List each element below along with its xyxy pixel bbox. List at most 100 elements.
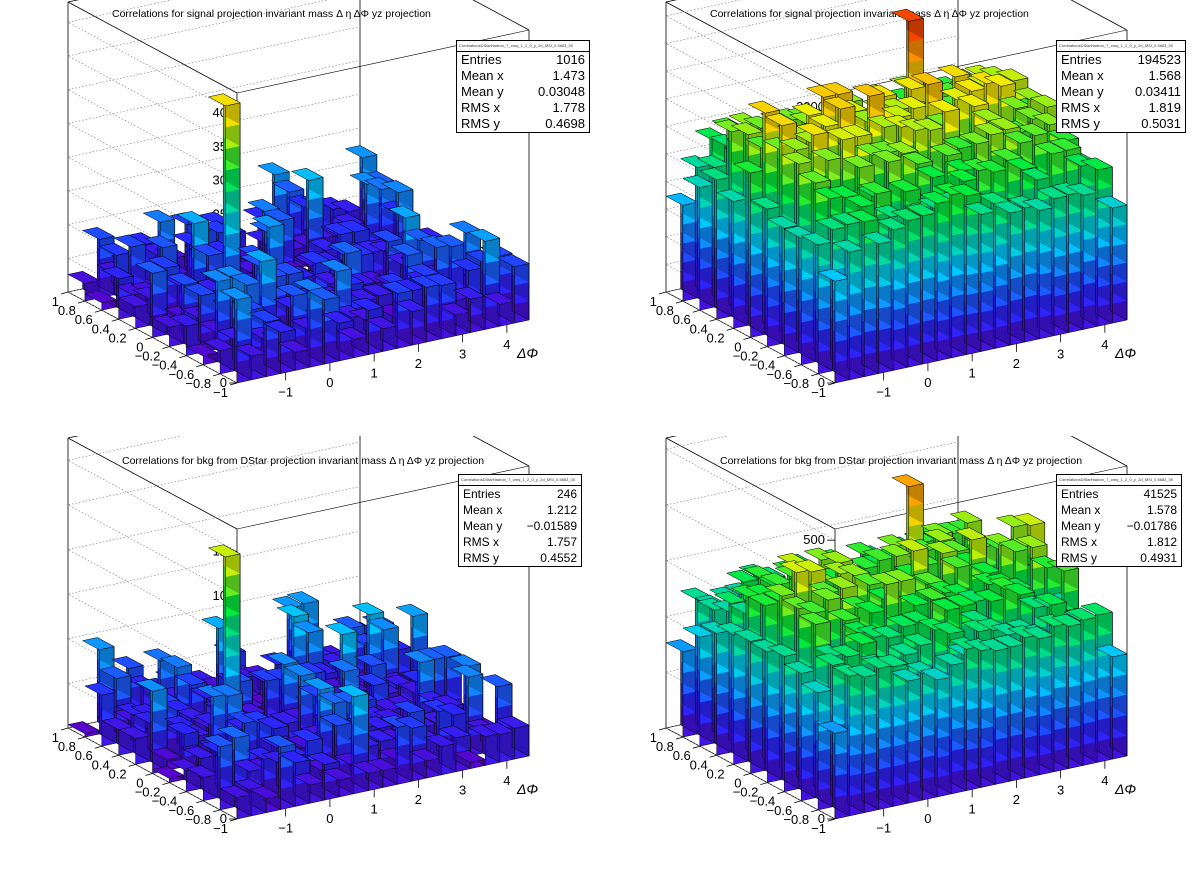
stats-value: −0.01786	[1126, 519, 1177, 533]
y-tick-label: 0	[136, 340, 143, 355]
lego-bar	[934, 652, 968, 795]
plot-title: Correlations for bkg from DStar projecti…	[122, 455, 485, 467]
lego-bar	[1065, 182, 1099, 330]
lego-bar	[948, 636, 982, 791]
lego-bar	[1007, 625, 1041, 779]
lego-plot: 0200400600800100012001400160018002000−10…	[650, 0, 1136, 400]
lego-bar	[846, 664, 880, 814]
pad-1: Correlations for signal projection invar…	[598, 0, 1196, 436]
stats-row: RMS y 0.5031	[1057, 116, 1185, 132]
lego-bars	[665, 8, 1128, 384]
x-tick-label: 4	[503, 337, 510, 352]
lego-bar	[817, 720, 851, 820]
lego-bar	[1094, 195, 1128, 324]
lego-bar	[919, 667, 953, 798]
stats-body: Entries 194523 Mean x 1.568 Mean y 0.03411 RMS…	[1057, 52, 1185, 132]
stats-key: Mean x	[463, 503, 503, 517]
stats-value: 0.4698	[545, 116, 585, 131]
z-gridline	[66, 0, 238, 114]
stats-value: 246	[556, 487, 577, 501]
pad-3: Correlations for bkg from DStar projecti…	[598, 436, 1196, 872]
lego-bar	[682, 624, 716, 747]
x-tick-label: 1	[371, 801, 378, 816]
z-gridline	[66, 530, 361, 686]
stats-key: RMS y	[461, 116, 500, 131]
lego-bar	[732, 628, 766, 774]
stats-row: Mean x 1.578	[1057, 502, 1181, 518]
stats-header: CorrelationsDStarHadron_7_creq_1_2_0_y_2…	[457, 41, 589, 52]
y-tick-label: 0	[136, 776, 143, 791]
stats-value: 1.778	[552, 100, 585, 115]
x-tick-label: −1	[876, 385, 891, 400]
z-gridline	[664, 0, 869, 135]
y-tick-label: −0.4	[152, 794, 178, 809]
stats-box: CorrelationsDStarHadron_7_creq_1_2_0_y_2…	[456, 40, 590, 133]
lego-bar	[438, 302, 472, 337]
x-tick-label: 4	[503, 773, 510, 788]
z-gridline	[66, 441, 361, 597]
z-tick-label: 0	[220, 375, 227, 390]
stats-row: Mean y −0.01786	[1057, 518, 1181, 534]
lego-bar	[482, 721, 516, 763]
lego-bar	[248, 785, 282, 814]
stats-row: Mean x 1.568	[1057, 68, 1185, 84]
y-tick-label: −0.2	[733, 785, 759, 800]
lego-bar	[992, 200, 1026, 346]
stats-key: RMS y	[1061, 551, 1097, 565]
stats-value: 1.812	[1146, 535, 1177, 549]
lego-bar	[890, 668, 924, 804]
y-tick-label: 0.6	[75, 748, 93, 763]
lego-bar	[467, 724, 501, 766]
stats-key: Mean y	[461, 84, 504, 99]
stats-value: 0.03411	[1134, 84, 1181, 99]
z-gridline	[66, 486, 361, 641]
x-tick-label: 1	[969, 365, 976, 380]
stats-key: Entries	[461, 52, 502, 67]
stats-box: CorrelationsDStarHadron_7_creq_1_2_0_y_2…	[458, 474, 582, 567]
stats-key: RMS y	[463, 551, 499, 565]
z-gridline	[66, 60, 361, 215]
x-axis-label: ΔΦ	[516, 345, 538, 361]
lego-bar	[1036, 613, 1070, 773]
stats-row: Mean y 0.03048	[457, 84, 589, 100]
stats-key: Mean x	[1061, 68, 1104, 83]
stats-key: Entries	[1061, 52, 1102, 67]
y-tick-label: 0.4	[92, 321, 110, 336]
stats-body: Entries 41525 Mean x 1.578 Mean y −0.01786 RMS…	[1057, 486, 1181, 566]
stats-value: 1.212	[546, 503, 577, 517]
lego-bar	[365, 757, 399, 788]
lego-bar	[482, 291, 516, 327]
y-tick-label: 1	[650, 730, 657, 745]
lego-bar	[151, 765, 185, 783]
y-tick-label: −0.2	[135, 349, 161, 364]
lego-bar	[963, 201, 997, 352]
stats-value: 1.757	[546, 535, 577, 549]
x-tick-label: 0	[326, 375, 333, 390]
stats-body: Entries 246 Mean x 1.212 Mean y −0.01589 RMS x…	[459, 486, 581, 566]
stats-row: Mean x 1.473	[457, 68, 589, 84]
y-tick-label: −0.6	[767, 367, 793, 382]
stats-value: 1.473	[552, 68, 585, 83]
lego-bar	[766, 215, 800, 357]
stats-key: RMS x	[1061, 535, 1097, 549]
stats-value: 1.819	[1148, 100, 1181, 115]
lego-bar	[963, 638, 997, 788]
z-gridline	[664, 0, 836, 108]
z-gridline	[664, 228, 959, 384]
x-tick-label: −1	[278, 821, 293, 836]
y-tick-label: −0.8	[185, 376, 211, 391]
z-gridline	[66, 664, 361, 820]
plot-title: Correlations for signal projection invar…	[112, 8, 431, 20]
z-tick-label: 0	[818, 375, 825, 390]
lego-bar	[248, 309, 282, 378]
lego-bar	[134, 678, 168, 774]
stats-value: 194523	[1137, 52, 1181, 67]
lego-bar	[365, 316, 399, 352]
plot-title: Correlations for signal projection invar…	[710, 8, 1029, 20]
z-tick-label: 500	[803, 532, 825, 547]
lego-bars	[67, 93, 530, 384]
y-tick-label: −0.4	[750, 794, 776, 809]
x-tick-label: 3	[459, 782, 466, 797]
stats-key: RMS y	[1061, 116, 1100, 131]
stats-value: 1.568	[1148, 68, 1181, 83]
